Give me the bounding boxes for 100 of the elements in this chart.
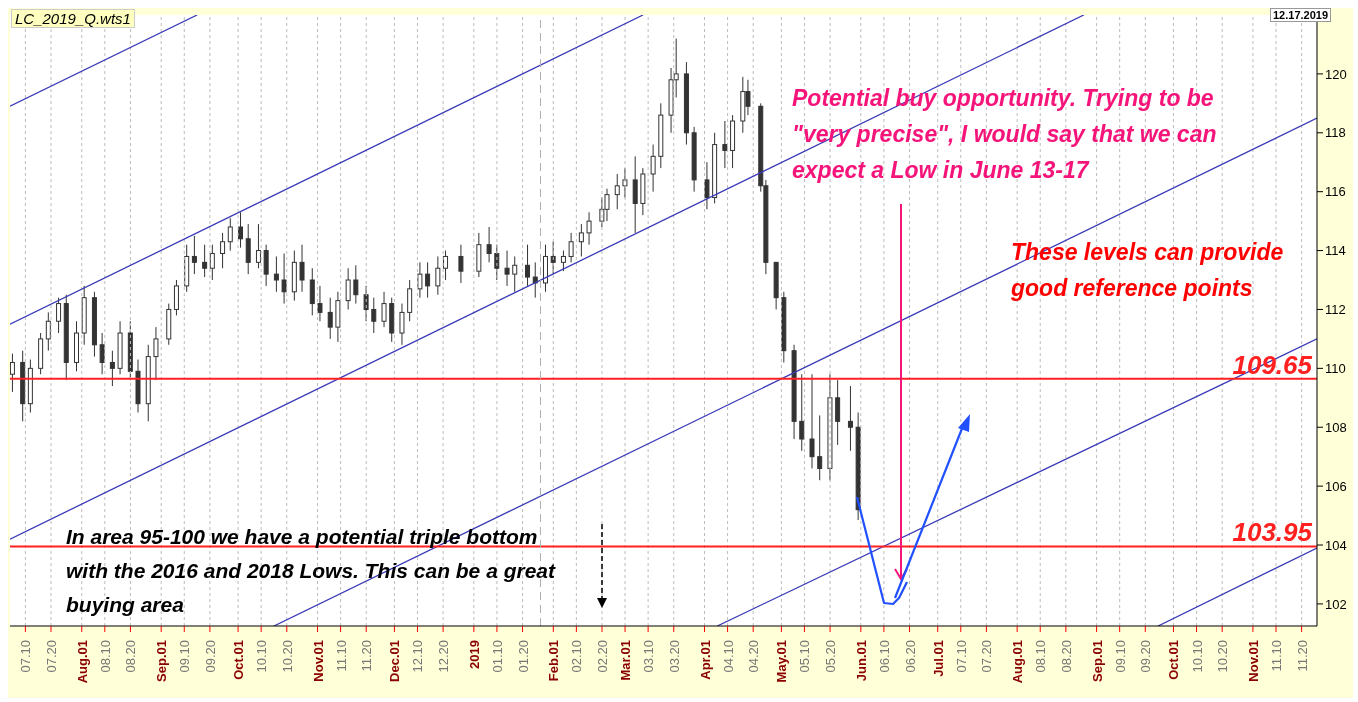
candlestick <box>704 161 710 210</box>
candlestick <box>632 155 638 234</box>
x-tick-label: 08.10 <box>1033 640 1049 673</box>
candlestick <box>560 250 566 272</box>
x-tick-label: 01.10 <box>489 640 505 673</box>
candlestick <box>525 244 531 287</box>
x-tick-label: 02.10 <box>569 640 585 673</box>
candlestick <box>309 267 315 316</box>
y-tick-label: 108 <box>1325 419 1347 435</box>
x-tick-label: Jun.01 <box>853 640 869 682</box>
candlestick <box>817 414 823 481</box>
x-tick-label: May.01 <box>774 640 790 683</box>
x-tick-label: 12.10 <box>410 640 426 673</box>
candlestick <box>614 173 620 210</box>
candlestick <box>220 232 226 269</box>
candlestick <box>56 297 62 334</box>
x-tick-label: 05.20 <box>823 640 839 673</box>
x-tick-label: 02.20 <box>594 640 610 673</box>
x-tick-label: 11.20 <box>1294 640 1310 672</box>
x-tick-label: 03.20 <box>666 640 682 673</box>
x-tick-label: 11.10 <box>1269 640 1284 672</box>
candlestick <box>99 332 105 375</box>
y-tick-label: 118 <box>1325 125 1346 141</box>
x-tick-label: Nov.01 <box>310 640 326 682</box>
annotation: 12.17.2019 <box>1270 8 1332 22</box>
x-tick-label: 11.10 <box>333 640 349 672</box>
y-tick-label: 104 <box>1325 537 1347 553</box>
candlestick <box>109 350 115 387</box>
candlestick <box>371 297 377 334</box>
y-tick-label: 112 <box>1325 302 1346 318</box>
x-tick-label: Jul.01 <box>930 640 946 677</box>
candlestick <box>532 261 538 299</box>
candlestick <box>809 373 815 469</box>
x-tick-label: 09.20 <box>202 640 218 673</box>
x-tick-label: 07.20 <box>44 640 59 673</box>
candlestick <box>425 261 431 299</box>
x-tick-label: 08.20 <box>1058 640 1074 673</box>
x-tick-label: Mar.01 <box>618 640 634 681</box>
candlestick <box>202 244 208 278</box>
x-tick-label: Nov.01 <box>1245 640 1261 682</box>
x-tick-label: Sep.01 <box>154 640 170 682</box>
y-tick-label: 114 <box>1325 243 1346 259</box>
candlestick <box>238 211 244 249</box>
chart-title: LC_2019_Q.wts1 <box>11 9 135 28</box>
candlestick <box>345 267 351 310</box>
x-tick-label: Oct.01 <box>1166 640 1182 680</box>
ref-line-label: 103.95 <box>1232 517 1313 548</box>
candlestick <box>407 279 413 322</box>
candlestick <box>173 279 179 316</box>
x-tick-label: 2019 <box>466 640 482 669</box>
candlestick <box>512 255 518 293</box>
x-tick-label: 01.20 <box>515 640 531 673</box>
x-tick-label: 06.20 <box>902 640 918 673</box>
x-tick-label: 09.10 <box>177 640 193 673</box>
y-tick-label: 120 <box>1325 66 1347 82</box>
candlestick <box>650 144 656 193</box>
candlestick <box>722 120 728 169</box>
candlestick <box>327 297 333 340</box>
x-tick-label: 10.20 <box>1215 640 1231 673</box>
candlestick <box>568 232 574 263</box>
x-tick-label: 09.20 <box>1138 640 1154 673</box>
candlestick <box>458 244 464 284</box>
candlestick <box>153 326 159 381</box>
candlestick <box>299 244 305 293</box>
x-tick-label: 07.20 <box>979 640 995 673</box>
y-tick-label: 102 <box>1325 596 1347 612</box>
candlestick <box>443 250 449 281</box>
x-tick-label: 08.20 <box>123 640 139 673</box>
candlestick <box>353 264 359 305</box>
candlestick <box>435 255 441 296</box>
x-tick-label: 09.10 <box>1112 640 1128 673</box>
candlestick <box>263 244 269 287</box>
x-tick-label: 10.10 <box>254 640 270 673</box>
candlestick <box>417 261 423 299</box>
x-tick-label: 10.20 <box>279 640 295 673</box>
candlestick <box>281 253 287 305</box>
y-tick-label: 110 <box>1325 360 1346 376</box>
y-tick-label: 116 <box>1325 184 1346 200</box>
x-tick-label: Aug.01 <box>1010 640 1026 684</box>
candlestick <box>847 385 853 452</box>
x-tick-label: 12.20 <box>436 640 452 673</box>
x-tick-label: 05.10 <box>797 640 813 673</box>
x-tick-label: 10.10 <box>1189 640 1205 673</box>
x-tick-label: 03.10 <box>641 640 657 673</box>
x-tick-label: Feb.01 <box>546 640 562 682</box>
candlestick <box>504 250 510 287</box>
candlestick <box>399 303 405 346</box>
x-tick-label: Dec.01 <box>387 640 403 682</box>
x-tick-label: 06.10 <box>876 640 892 673</box>
candlestick <box>835 379 841 446</box>
candlestick <box>227 217 233 252</box>
x-tick-label: 07.10 <box>18 640 34 673</box>
x-tick-label: Aug.01 <box>74 640 90 684</box>
candlestick <box>586 211 592 246</box>
x-tick-label: Sep.01 <box>1089 640 1105 682</box>
candlestick <box>381 291 387 328</box>
x-tick-label: Apr.01 <box>697 640 713 680</box>
candlestick <box>486 226 492 263</box>
candlestick <box>578 223 584 257</box>
x-tick-label: 08.10 <box>97 640 113 673</box>
